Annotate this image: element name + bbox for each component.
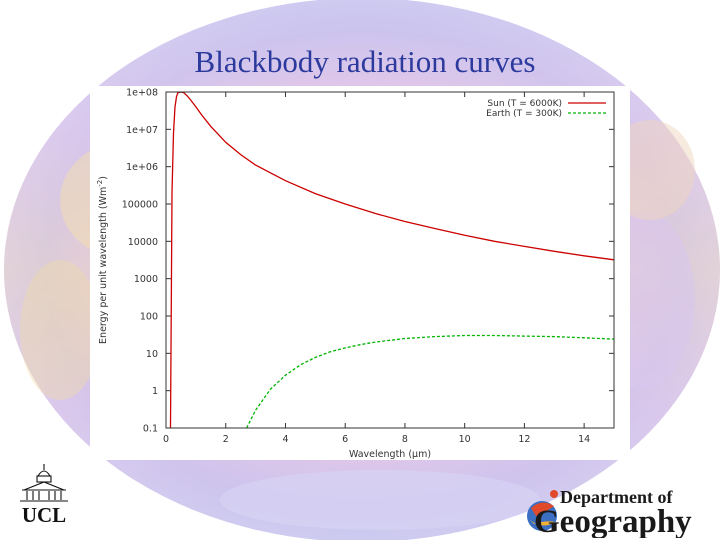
x-tick-label: 10 (459, 434, 471, 445)
series-line-earth (246, 334, 615, 429)
y-tick-label: 100 (140, 312, 158, 323)
slide-title: Blackbody radiation curves (194, 44, 536, 79)
department-of-text: Department of (560, 487, 673, 507)
legend-label-earth: Earth (T = 300K) (486, 109, 562, 119)
y-tick-label: 0.1 (143, 424, 158, 435)
x-tick-label: 4 (282, 434, 288, 445)
y-tick-label: 1e+07 (126, 125, 158, 136)
x-tick-label: 14 (578, 434, 590, 445)
y-tick-label: 10 (146, 349, 158, 360)
y-tick-label: 10000 (128, 237, 158, 248)
y-tick-label: 100000 (122, 200, 158, 211)
series-line-sun (169, 91, 615, 429)
globe-swirl-icon (527, 490, 558, 531)
department-logo: Department of Geography (527, 487, 692, 538)
x-axis-title: Wavelength (μm) (349, 449, 431, 460)
x-tick-label: 12 (518, 434, 530, 445)
y-tick-label: 1e+08 (126, 88, 158, 99)
ucl-logo: UCL (20, 464, 68, 526)
blackbody-chart: 0.11101001000100001000001e+061e+071e+08 … (96, 88, 615, 460)
y-axis-title: Energy per unit wavelength (Wm-2) (96, 176, 109, 344)
legend: Sun (T = 6000K)Earth (T = 300K) (486, 99, 606, 119)
legend-label-sun: Sun (T = 6000K) (487, 99, 562, 109)
geography-text: Geography (534, 504, 692, 538)
plot-frame (165, 91, 615, 429)
x-axis-ticks: 0 2 4 6 8 10 12 14 (163, 92, 590, 445)
x-tick-label: 6 (342, 434, 348, 445)
x-tick-label: 8 (402, 434, 408, 445)
chart-panel: 0.1 1 10 100 1000 10000 100000 1e+06 1e+07 1e+08 … (90, 86, 630, 460)
series-layer (169, 91, 615, 429)
y-tick-label: 1 (152, 386, 158, 397)
y-tick-label: 1e+06 (126, 162, 158, 173)
y-axis-ticks: 0.1 1 10 100 1000 10000 100000 1e+06 1e+07 1e+08 (122, 88, 614, 435)
x-tick-label: 2 (223, 434, 229, 445)
y-tick-label: 1000 (134, 274, 158, 285)
ucl-logo-text: UCL (22, 503, 66, 526)
ucl-portico-icon (20, 464, 68, 502)
x-tick-label: 0 (163, 434, 169, 445)
